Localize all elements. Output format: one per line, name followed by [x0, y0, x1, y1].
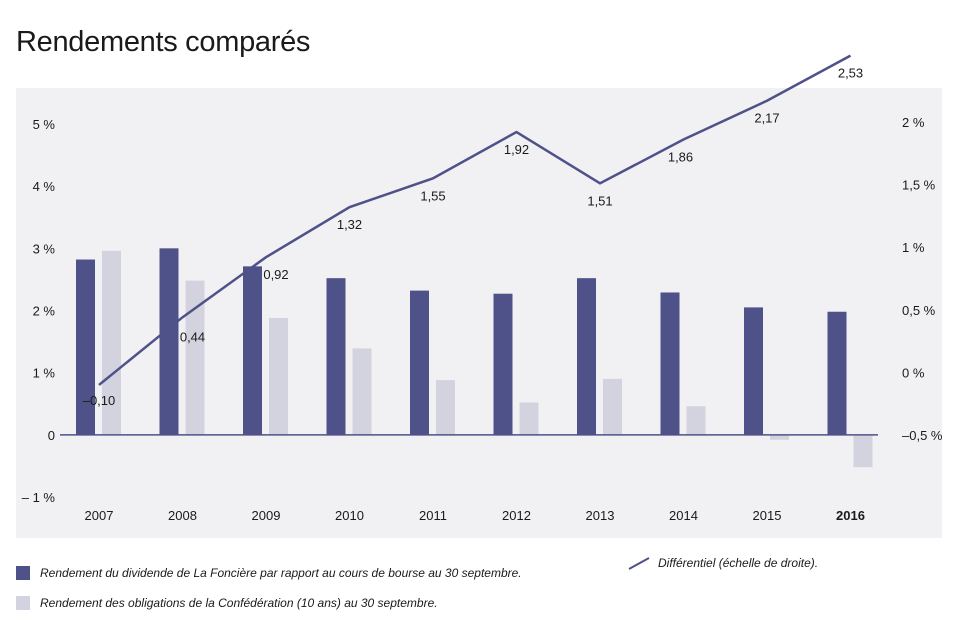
bar-dividend: [577, 278, 596, 435]
x-tick-label: 2010: [335, 508, 364, 523]
legend-swatch-dividend: [16, 566, 30, 580]
legend-label-dividend: Rendement du dividende de La Foncière pa…: [40, 566, 522, 580]
differential-data-label: 1,92: [504, 142, 529, 157]
y-left-tick-label: 3 %: [33, 241, 56, 256]
x-tick-label: 2016: [836, 508, 865, 523]
bar-bond: [686, 406, 706, 435]
x-tick-label: 2015: [753, 508, 782, 523]
legend-item-dividend: Rendement du dividende de La Foncière pa…: [16, 566, 522, 580]
bar-bond: [185, 280, 205, 435]
bar-bond: [770, 434, 789, 440]
bar-dividend: [159, 248, 179, 435]
legend-swatch-bond: [16, 596, 30, 610]
y-left-tick-label: – 1 %: [22, 490, 56, 505]
bar-bond: [853, 434, 873, 468]
y-right-tick-label: –0,5 %: [902, 428, 943, 443]
bar-dividend: [493, 293, 513, 435]
x-tick-label: 2008: [168, 508, 197, 523]
bar-dividend: [76, 259, 95, 435]
chart-title: Rendements comparés: [16, 26, 311, 58]
x-tick-label: 2012: [502, 508, 531, 523]
legend-item-bond: Rendement des obligations de la Confédér…: [16, 596, 438, 610]
legend-label-differential: Différentiel (échelle de droite).: [658, 556, 819, 570]
x-tick-label: 2011: [419, 508, 447, 523]
y-left-tick-label: 0: [48, 428, 55, 443]
differential-data-label: 1,32: [337, 217, 362, 232]
differential-data-label: 1,51: [587, 193, 612, 208]
differential-data-label: 1,55: [420, 188, 445, 203]
y-left-tick-label: 2 %: [33, 304, 56, 319]
legend-label-bond: Rendement des obligations de la Confédér…: [40, 596, 438, 610]
bar-dividend: [410, 290, 429, 435]
y-right-tick-label: 0,5 %: [902, 303, 936, 318]
y-right-tick-label: 1,5 %: [902, 178, 936, 193]
bar-dividend: [326, 278, 346, 435]
bar-dividend: [660, 292, 680, 435]
x-tick-label: 2007: [85, 508, 114, 523]
bar-dividend: [744, 307, 763, 435]
differential-data-label: 0,92: [263, 267, 288, 282]
legend-line-icon: [628, 557, 650, 570]
differential-data-label: 1,86: [668, 150, 693, 165]
x-tick-label: 2009: [252, 508, 281, 523]
bar-dividend: [827, 311, 847, 435]
bar-bond: [102, 250, 121, 435]
differential-data-label: 0,44: [180, 329, 205, 344]
bar-bond: [603, 378, 622, 435]
x-tick-label: 2013: [586, 508, 615, 523]
bar-bond: [519, 402, 539, 435]
y-right-tick-label: 0 %: [902, 365, 925, 380]
differential-data-label: 2,17: [754, 111, 779, 126]
differential-line: [98, 54, 852, 386]
y-left-tick-label: 1 %: [33, 366, 56, 381]
bar-bond: [436, 380, 455, 435]
bar-bond: [352, 348, 372, 435]
legend-item-differential: Différentiel (échelle de droite).: [628, 556, 818, 570]
differential-data-label: –0,10: [83, 393, 116, 408]
y-left-tick-label: 5 %: [33, 117, 56, 132]
x-tick-label: 2014: [669, 508, 698, 523]
y-right-tick-label: 2 %: [902, 115, 925, 130]
y-left-tick-label: 4 %: [33, 179, 56, 194]
bar-dividend: [243, 266, 262, 435]
bar-bond: [269, 317, 288, 435]
differential-data-label: 2,53: [838, 66, 863, 81]
y-right-tick-label: 1 %: [902, 240, 925, 255]
